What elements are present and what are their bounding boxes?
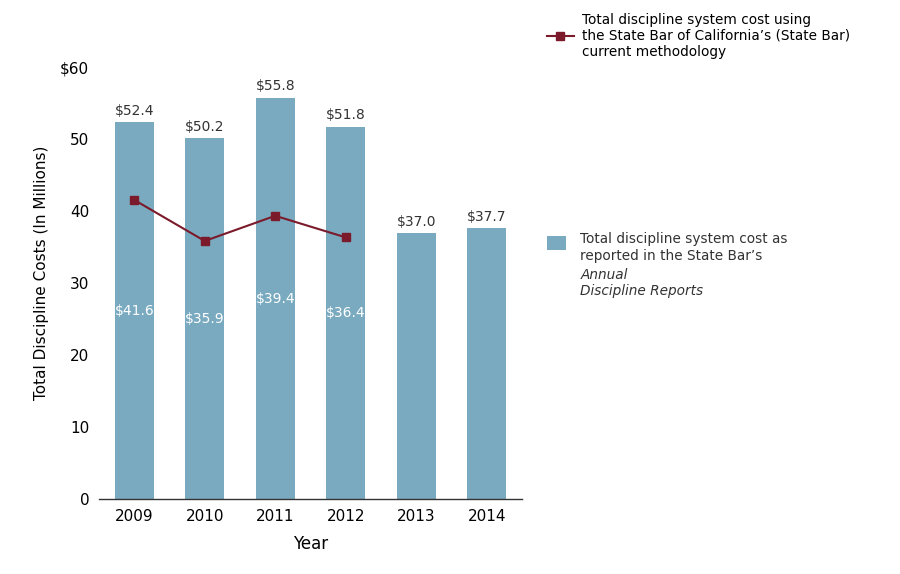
Bar: [467, 228, 506, 499]
Legend: : [547, 236, 574, 251]
Text: $52.4: $52.4: [114, 104, 154, 118]
Text: $35.9: $35.9: [184, 312, 225, 325]
Bar: [327, 126, 365, 499]
Bar: [397, 233, 436, 499]
Text: $51.8: $51.8: [326, 108, 365, 122]
Y-axis label: Total Discipline Costs (In Millions): Total Discipline Costs (In Millions): [34, 145, 49, 400]
Text: $37.7: $37.7: [467, 210, 507, 224]
Text: Total discipline system cost as
reported in the State Bar’s: Total discipline system cost as reported…: [580, 232, 788, 263]
Text: $39.4: $39.4: [256, 292, 295, 305]
X-axis label: Year: Year: [292, 535, 328, 553]
Text: $36.4: $36.4: [326, 306, 365, 320]
Text: Annual
Discipline Reports: Annual Discipline Reports: [580, 268, 704, 298]
Text: $37.0: $37.0: [397, 215, 436, 229]
Bar: [185, 138, 224, 499]
Bar: [256, 98, 294, 499]
Text: $50.2: $50.2: [185, 120, 224, 134]
Text: $55.8: $55.8: [256, 79, 295, 94]
Text: $41.6: $41.6: [114, 304, 154, 318]
Bar: [115, 122, 154, 499]
